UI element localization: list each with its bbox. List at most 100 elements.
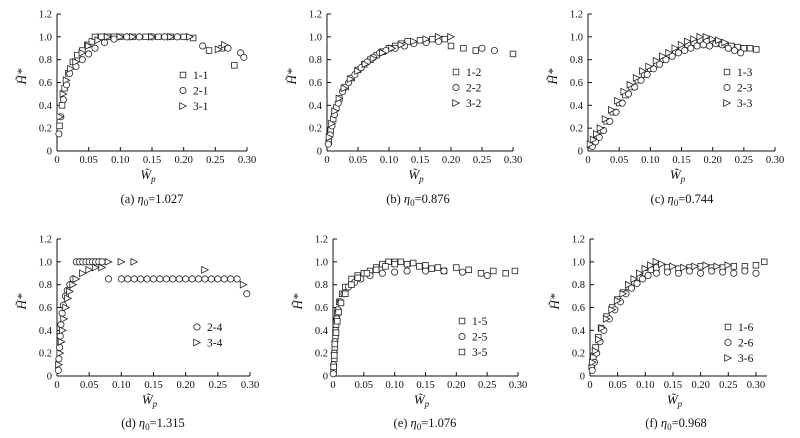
y-axis-title: H̃* xyxy=(545,68,560,85)
data-point xyxy=(332,329,340,336)
legend-marker xyxy=(452,99,461,107)
data-point xyxy=(58,309,66,317)
data-point xyxy=(331,107,340,115)
y-tick-label: 0.4 xyxy=(570,101,584,112)
x-axis-title: W̃p xyxy=(142,392,158,409)
y-tick-label: 0.6 xyxy=(39,303,52,314)
series-1-1 xyxy=(56,33,238,130)
data-point xyxy=(378,269,386,277)
y-tick-label: 0.2 xyxy=(39,349,52,360)
data-point xyxy=(98,258,106,266)
data-point xyxy=(142,33,149,41)
legend-marker xyxy=(723,99,732,107)
y-tick-label: 0.2 xyxy=(309,124,322,135)
series-3-1 xyxy=(56,32,230,121)
data-point xyxy=(687,44,695,52)
data-point xyxy=(686,267,694,275)
data-point xyxy=(329,370,337,378)
legend-marker xyxy=(458,317,466,325)
data-point xyxy=(645,62,654,71)
data-point xyxy=(56,112,65,121)
data-point xyxy=(116,32,125,41)
data-point xyxy=(614,96,623,105)
x-tick-label: 0.05 xyxy=(608,380,626,391)
data-point xyxy=(58,102,66,109)
y-tick-label: 0 xyxy=(317,147,322,158)
data-point xyxy=(708,35,717,44)
y-axis-title: H̃* xyxy=(547,293,562,310)
data-point xyxy=(490,46,498,55)
data-point xyxy=(681,46,689,55)
y-tick-label: 0.8 xyxy=(39,55,52,66)
chart-panel-2: 0 0.2 0.4 0.6 0.8 1.0 1.2 0 0.05 0.10 0.15 0.20 0.25… xyxy=(284,10,522,209)
data-point xyxy=(354,67,363,76)
data-point xyxy=(117,275,125,283)
data-point xyxy=(591,346,600,355)
data-point xyxy=(690,35,699,44)
data-point xyxy=(632,73,641,82)
data-point xyxy=(231,62,238,69)
data-point xyxy=(78,48,87,57)
y-tick-label: 0.8 xyxy=(570,55,583,66)
data-point xyxy=(752,269,760,277)
data-point xyxy=(659,52,667,61)
chart-panel-3: 0 0.2 0.4 0.6 0.8 1.0 1.2 0 0.05 0.10 0.15 0.20 0.25… xyxy=(545,10,784,209)
y-tick-label: 0 xyxy=(578,147,583,158)
data-point xyxy=(465,266,472,274)
data-point xyxy=(201,275,209,283)
data-point xyxy=(730,46,739,55)
data-point xyxy=(674,269,683,277)
data-point xyxy=(340,84,349,93)
x-tick-label: 0.15 xyxy=(144,380,162,391)
legend-label: 3-5 xyxy=(472,347,488,359)
series-3-5 xyxy=(330,258,442,371)
data-point xyxy=(472,47,480,54)
data-point xyxy=(447,42,455,50)
data-point xyxy=(62,76,71,85)
x-axis-title: W̃p xyxy=(414,392,430,409)
series-2-4 xyxy=(54,258,251,374)
legend-label: 3-4 xyxy=(207,338,223,350)
data-point xyxy=(129,32,138,41)
data-point xyxy=(379,48,387,57)
data-point xyxy=(186,32,195,41)
y-tick-label: 1.2 xyxy=(309,10,322,21)
data-point xyxy=(626,80,635,89)
legend-marker xyxy=(724,338,732,347)
x-tick-label: 0.10 xyxy=(636,380,654,391)
data-point xyxy=(602,314,611,323)
legend-marker xyxy=(724,323,732,331)
data-point xyxy=(422,35,431,44)
legend-label: 2-3 xyxy=(737,83,753,95)
data-point xyxy=(737,49,745,57)
x-tick-label: 0.20 xyxy=(174,155,192,166)
data-point xyxy=(205,47,213,54)
data-point xyxy=(124,275,132,283)
data-point xyxy=(649,65,657,73)
legend-label: 1-6 xyxy=(738,322,754,334)
data-point xyxy=(652,269,660,277)
data-point xyxy=(117,257,126,266)
data-point xyxy=(55,130,63,138)
data-point xyxy=(702,32,711,41)
legend: 1-2 2-2 3-2 xyxy=(452,67,482,110)
data-point xyxy=(91,44,99,52)
x-tick-label: 0.10 xyxy=(641,155,659,166)
data-point xyxy=(104,257,113,266)
data-point xyxy=(608,305,617,314)
legend-marker xyxy=(452,68,460,76)
data-point xyxy=(458,268,467,276)
x-tick-label: 0.30 xyxy=(241,380,259,391)
x-tick-label: 0.20 xyxy=(447,380,465,391)
y-tick-label: 1.2 xyxy=(315,235,328,246)
legend-label: 3-6 xyxy=(738,353,754,365)
x-tick-label: 0.20 xyxy=(703,155,721,166)
data-point xyxy=(137,275,145,283)
data-point xyxy=(55,360,64,369)
x-axis-title: W̃p xyxy=(670,167,686,184)
data-point xyxy=(239,280,248,289)
data-point xyxy=(631,83,639,91)
data-point xyxy=(403,260,411,268)
panel-caption: (c) η0=0.744 xyxy=(651,192,715,208)
data-point xyxy=(422,262,429,269)
